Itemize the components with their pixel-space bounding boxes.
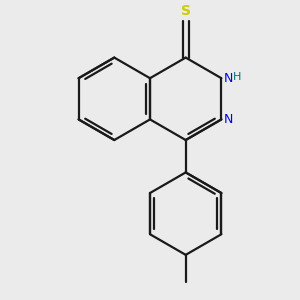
- Text: N: N: [223, 72, 233, 85]
- Text: S: S: [181, 4, 191, 18]
- Text: N: N: [224, 113, 233, 126]
- Text: H: H: [233, 72, 242, 82]
